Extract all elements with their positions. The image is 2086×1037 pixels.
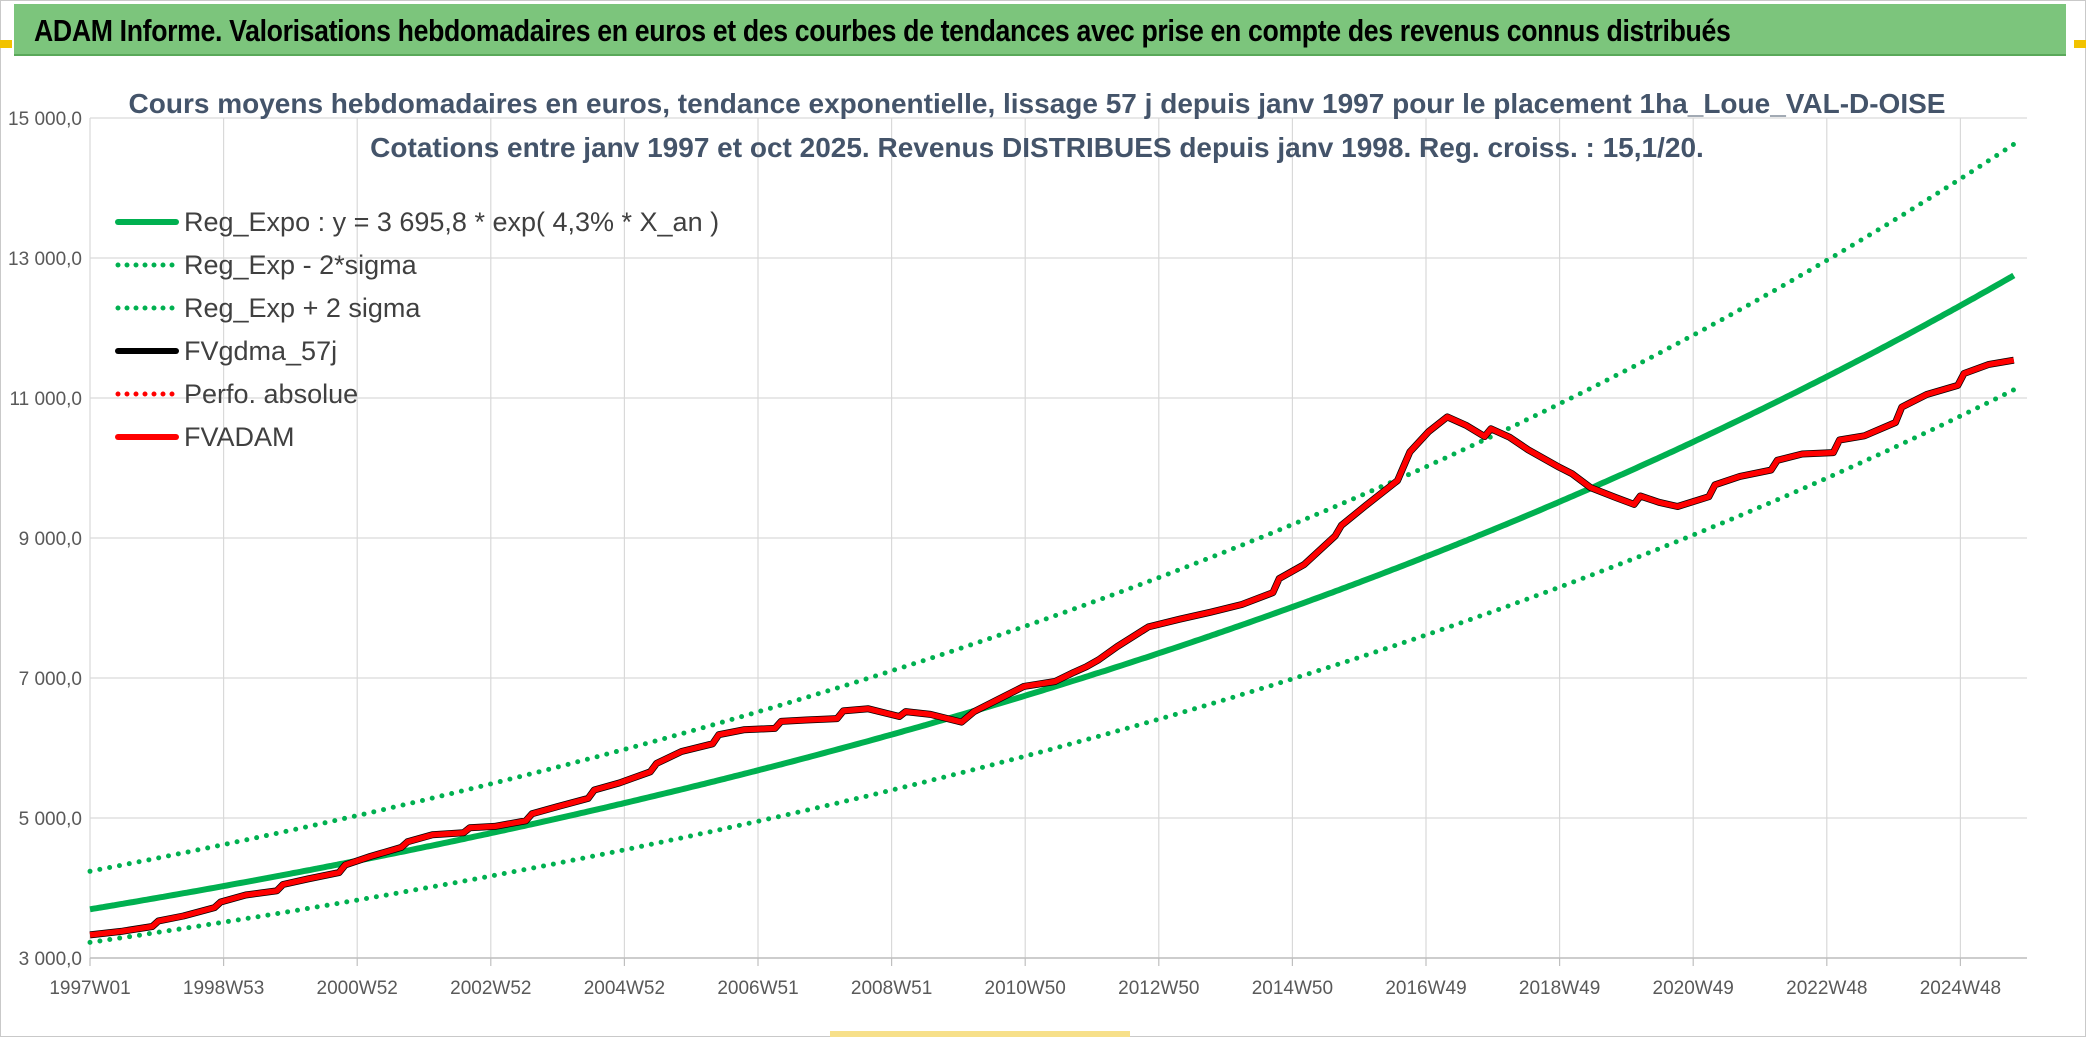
legend-label: Reg_Expo : y = 3 695,8 * exp( 4,3% * X_a… xyxy=(184,207,719,237)
x-axis-ticks: 1997W01 1998W53 2000W52 2002W52 2004W52 2006W… xyxy=(49,978,2001,999)
x-tick-label: 1998W53 xyxy=(183,978,264,999)
x-tick-label: 2018W49 xyxy=(1519,978,1600,999)
x-tick-label: 2012W50 xyxy=(1118,978,1199,999)
chart-series xyxy=(87,141,2017,945)
report-header: ADAM Informe. Valorisations hebdomadaire… xyxy=(14,4,2066,56)
header-title: ADAM Informe. Valorisations hebdomadaire… xyxy=(34,13,1731,48)
series-reg-plus-2sigma xyxy=(87,141,2017,874)
y-tick-label: 9 000,0 xyxy=(19,529,82,550)
legend-label: FVgdma_57j xyxy=(184,336,337,366)
series-fvgdma-57j xyxy=(89,356,2015,939)
series-fvadam xyxy=(89,357,2015,938)
chart-subtitle: Cotations entre janv 1997 et oct 2025. R… xyxy=(370,132,1704,163)
legend-label: FVADAM xyxy=(184,422,295,452)
x-tick-label: 2008W51 xyxy=(851,978,932,999)
corner-marker xyxy=(0,40,12,48)
x-tick-label: 2022W48 xyxy=(1786,978,1867,999)
y-tick-label: 5 000,0 xyxy=(19,809,82,830)
y-tick-label: 7 000,0 xyxy=(19,669,82,690)
y-tick-label: 11 000,0 xyxy=(9,389,82,410)
y-tick-label: 3 000,0 xyxy=(19,949,82,970)
chart-grid xyxy=(89,117,2027,966)
series-reg-expo xyxy=(89,272,2016,913)
x-tick-label: 2020W49 xyxy=(1653,978,1734,999)
y-axis-ticks: 15 000,0 13 000,0 11 000,0 9 000,0 7 000,0 5 … xyxy=(8,109,82,970)
x-tick-label: 2002W52 xyxy=(450,978,531,999)
x-tick-label: 2010W50 xyxy=(985,978,1066,999)
x-tick-label: 2006W51 xyxy=(717,978,798,999)
legend-label: Perfo. absolue xyxy=(184,379,358,409)
chart-title: Cours moyens hebdomadaires en euros, ten… xyxy=(129,88,1946,119)
x-tick-label: 2024W48 xyxy=(1920,978,2001,999)
x-tick-label: 2016W49 xyxy=(1385,978,1466,999)
y-tick-label: 13 000,0 xyxy=(8,249,82,270)
bottom-strip xyxy=(830,1031,1130,1037)
x-tick-label: 1997W01 xyxy=(49,978,130,999)
chart-legend: Reg_Expo : y = 3 695,8 * exp( 4,3% * X_a… xyxy=(115,207,719,452)
legend-label: Reg_Exp - 2*sigma xyxy=(184,250,418,280)
x-tick-label: 2000W52 xyxy=(317,978,398,999)
legend-label: Reg_Exp + 2 sigma xyxy=(184,293,421,323)
x-tick-label: 2004W52 xyxy=(584,978,665,999)
y-tick-label: 15 000,0 xyxy=(8,109,82,130)
series-reg-minus-2sigma xyxy=(87,387,2017,945)
x-tick-label: 2014W50 xyxy=(1252,978,1333,999)
corner-marker xyxy=(2074,40,2086,48)
